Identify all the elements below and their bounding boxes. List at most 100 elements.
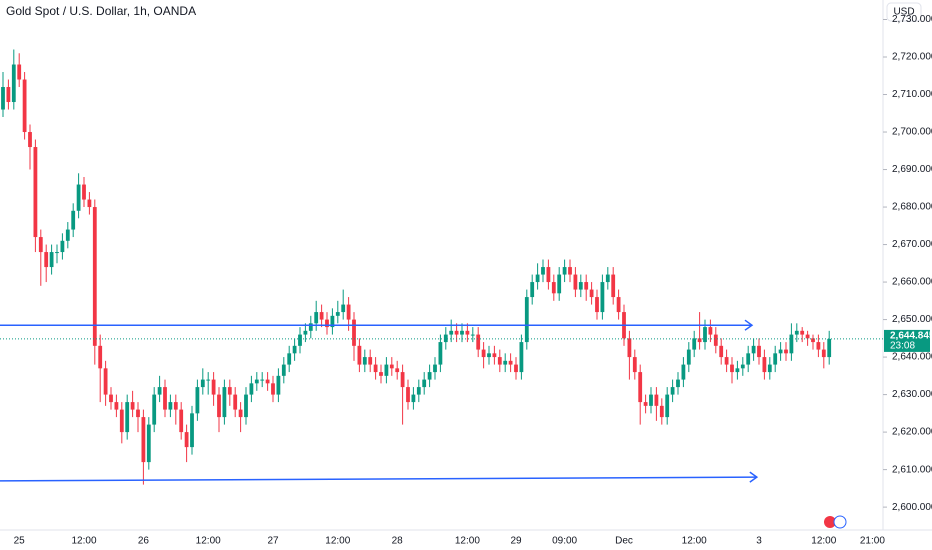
- candle-body: [60, 240, 65, 253]
- candle-body: [449, 330, 454, 335]
- candle-body: [438, 342, 443, 365]
- candle-body: [676, 379, 680, 388]
- x-tick-label: 09:00: [552, 536, 577, 547]
- trend-arrow: [749, 471, 759, 483]
- candle-body: [92, 207, 97, 346]
- y-tick-label: 2,720.000: [892, 52, 932, 63]
- candle-body: [681, 364, 686, 380]
- candle-body: [303, 330, 308, 335]
- candle-body: [719, 345, 724, 358]
- candle-body: [406, 387, 410, 403]
- candle-body: [103, 368, 108, 395]
- candle-body: [784, 349, 788, 354]
- chart-title: Gold Spot / U.S. Dollar, 1h, OANDA: [6, 4, 196, 18]
- candle-body: [746, 353, 751, 365]
- candle-body: [708, 327, 713, 335]
- candle-body: [740, 364, 745, 369]
- candle-body: [362, 357, 367, 365]
- candle-body: [384, 364, 389, 376]
- candle-body: [497, 357, 502, 365]
- candle-body: [816, 342, 821, 350]
- x-tick-label: 28: [392, 536, 404, 547]
- candle-body: [703, 327, 707, 343]
- candle-body: [649, 394, 653, 406]
- y-tick-label: 2,700.000: [892, 127, 932, 138]
- candle-body: [281, 364, 286, 376]
- currency-label: USD: [893, 7, 914, 18]
- x-tick-label: 12:00: [325, 536, 350, 547]
- x-tick-label: 29: [510, 536, 522, 547]
- candle-body: [227, 387, 232, 395]
- candle-body: [28, 132, 32, 148]
- candle-body: [616, 297, 621, 313]
- candle-body: [514, 364, 518, 373]
- candle-body: [789, 334, 794, 354]
- x-tick-label: 27: [267, 536, 279, 547]
- candle-body: [330, 315, 335, 328]
- candle-body: [762, 357, 767, 373]
- candle-body: [314, 312, 319, 324]
- x-tick-label: 25: [14, 536, 26, 547]
- candle-body: [600, 282, 605, 313]
- candle-body: [524, 297, 529, 343]
- event-icon[interactable]: [824, 516, 836, 528]
- candle-body: [206, 379, 211, 381]
- candle-body: [568, 267, 572, 275]
- candle-body: [141, 417, 146, 463]
- candle-body: [87, 199, 92, 208]
- candle-body: [114, 402, 119, 410]
- candle-body: [805, 334, 810, 339]
- trend-line: [0, 476, 757, 482]
- candle-body: [627, 338, 632, 358]
- candle-body: [470, 334, 475, 336]
- candle-body: [157, 387, 162, 395]
- x-tick-label: 26: [138, 536, 150, 547]
- x-tick-label: Dec: [615, 536, 633, 547]
- candle-body: [400, 372, 405, 388]
- candle-body: [778, 349, 783, 354]
- candle-body: [697, 338, 702, 343]
- event-icon[interactable]: [833, 515, 847, 529]
- candle-body: [368, 357, 373, 365]
- candle-body: [389, 364, 394, 369]
- candle-body: [487, 353, 491, 358]
- x-tick-label: 21:00: [860, 536, 885, 547]
- candle-body: [298, 334, 302, 346]
- candle-body: [352, 319, 356, 346]
- candle-body: [422, 379, 427, 388]
- candle-body: [98, 345, 103, 369]
- candle-body: [190, 413, 194, 448]
- candle-body: [460, 330, 464, 335]
- candle-body: [173, 402, 178, 410]
- candle-body: [541, 267, 545, 275]
- candle-body: [244, 394, 248, 418]
- candle-body: [49, 252, 54, 268]
- candle-body: [508, 360, 513, 365]
- candle-body: [433, 364, 437, 373]
- candle-body: [260, 379, 265, 381]
- candle-body: [557, 274, 562, 294]
- candle-body: [713, 334, 718, 346]
- candle-body: [811, 338, 815, 343]
- candle-body: [757, 345, 761, 358]
- candle-body: [416, 387, 421, 395]
- candle-body: [152, 394, 157, 425]
- candle-body: [222, 387, 227, 418]
- currency-button[interactable]: [886, 2, 922, 22]
- candle-body: [578, 282, 583, 290]
- trend-arrow: [744, 319, 754, 331]
- candle-body: [308, 323, 313, 331]
- candle-body: [265, 379, 270, 384]
- x-tick-label: 12:00: [196, 536, 221, 547]
- x-tick-label: 12:00: [811, 536, 836, 547]
- candle-body: [271, 383, 275, 395]
- candle-body: [341, 304, 346, 313]
- x-tick-label: 12:00: [455, 536, 480, 547]
- candle-body: [238, 409, 243, 418]
- last-price-box: [884, 329, 930, 352]
- candle-body: [584, 282, 589, 290]
- candle-body: [535, 274, 540, 283]
- candle-body: [249, 383, 254, 395]
